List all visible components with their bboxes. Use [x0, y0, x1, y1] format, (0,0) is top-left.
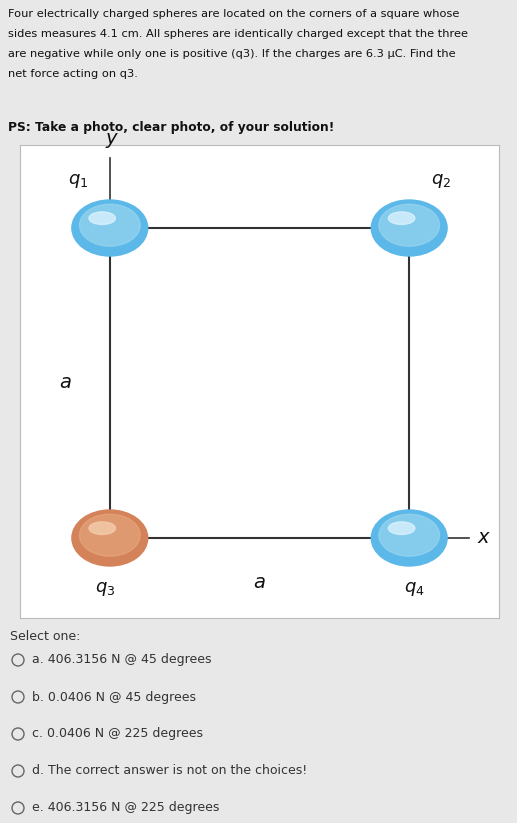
Ellipse shape — [80, 204, 140, 246]
Text: are negative while only one is positive (q3). If the charges are 6.3 μC. Find th: are negative while only one is positive … — [8, 49, 455, 59]
Ellipse shape — [371, 200, 447, 256]
Text: $a$: $a$ — [253, 574, 266, 592]
Ellipse shape — [379, 514, 439, 556]
Text: $q_1$: $q_1$ — [68, 172, 88, 190]
Ellipse shape — [89, 522, 115, 534]
Text: $a$: $a$ — [58, 374, 71, 392]
Text: PS: Take a photo, clear photo, of your solution!: PS: Take a photo, clear photo, of your s… — [8, 122, 334, 134]
Ellipse shape — [388, 522, 415, 534]
Text: e. 406.3156 N @ 225 degrees: e. 406.3156 N @ 225 degrees — [32, 802, 219, 815]
Text: net force acting on q3.: net force acting on q3. — [8, 69, 138, 79]
Ellipse shape — [371, 510, 447, 566]
Ellipse shape — [72, 510, 148, 566]
Ellipse shape — [379, 204, 439, 246]
Ellipse shape — [80, 514, 140, 556]
Text: sides measures 4.1 cm. All spheres are identically charged except that the three: sides measures 4.1 cm. All spheres are i… — [8, 29, 468, 39]
Ellipse shape — [89, 212, 115, 225]
Ellipse shape — [72, 200, 148, 256]
Ellipse shape — [388, 212, 415, 225]
Text: a. 406.3156 N @ 45 degrees: a. 406.3156 N @ 45 degrees — [32, 653, 211, 667]
Text: $q_2$: $q_2$ — [431, 172, 451, 190]
Text: $y$: $y$ — [104, 131, 119, 150]
Text: Four electrically charged spheres are located on the corners of a square whose: Four electrically charged spheres are lo… — [8, 9, 460, 19]
Text: c. 0.0406 N @ 225 degrees: c. 0.0406 N @ 225 degrees — [32, 728, 203, 741]
Text: $q_3$: $q_3$ — [95, 580, 115, 598]
Text: $x$: $x$ — [477, 529, 491, 547]
Text: d. The correct answer is not on the choices!: d. The correct answer is not on the choi… — [32, 765, 307, 778]
Text: $q_4$: $q_4$ — [404, 580, 424, 598]
Text: Select one:: Select one: — [10, 630, 80, 643]
Text: b. 0.0406 N @ 45 degrees: b. 0.0406 N @ 45 degrees — [32, 690, 196, 704]
